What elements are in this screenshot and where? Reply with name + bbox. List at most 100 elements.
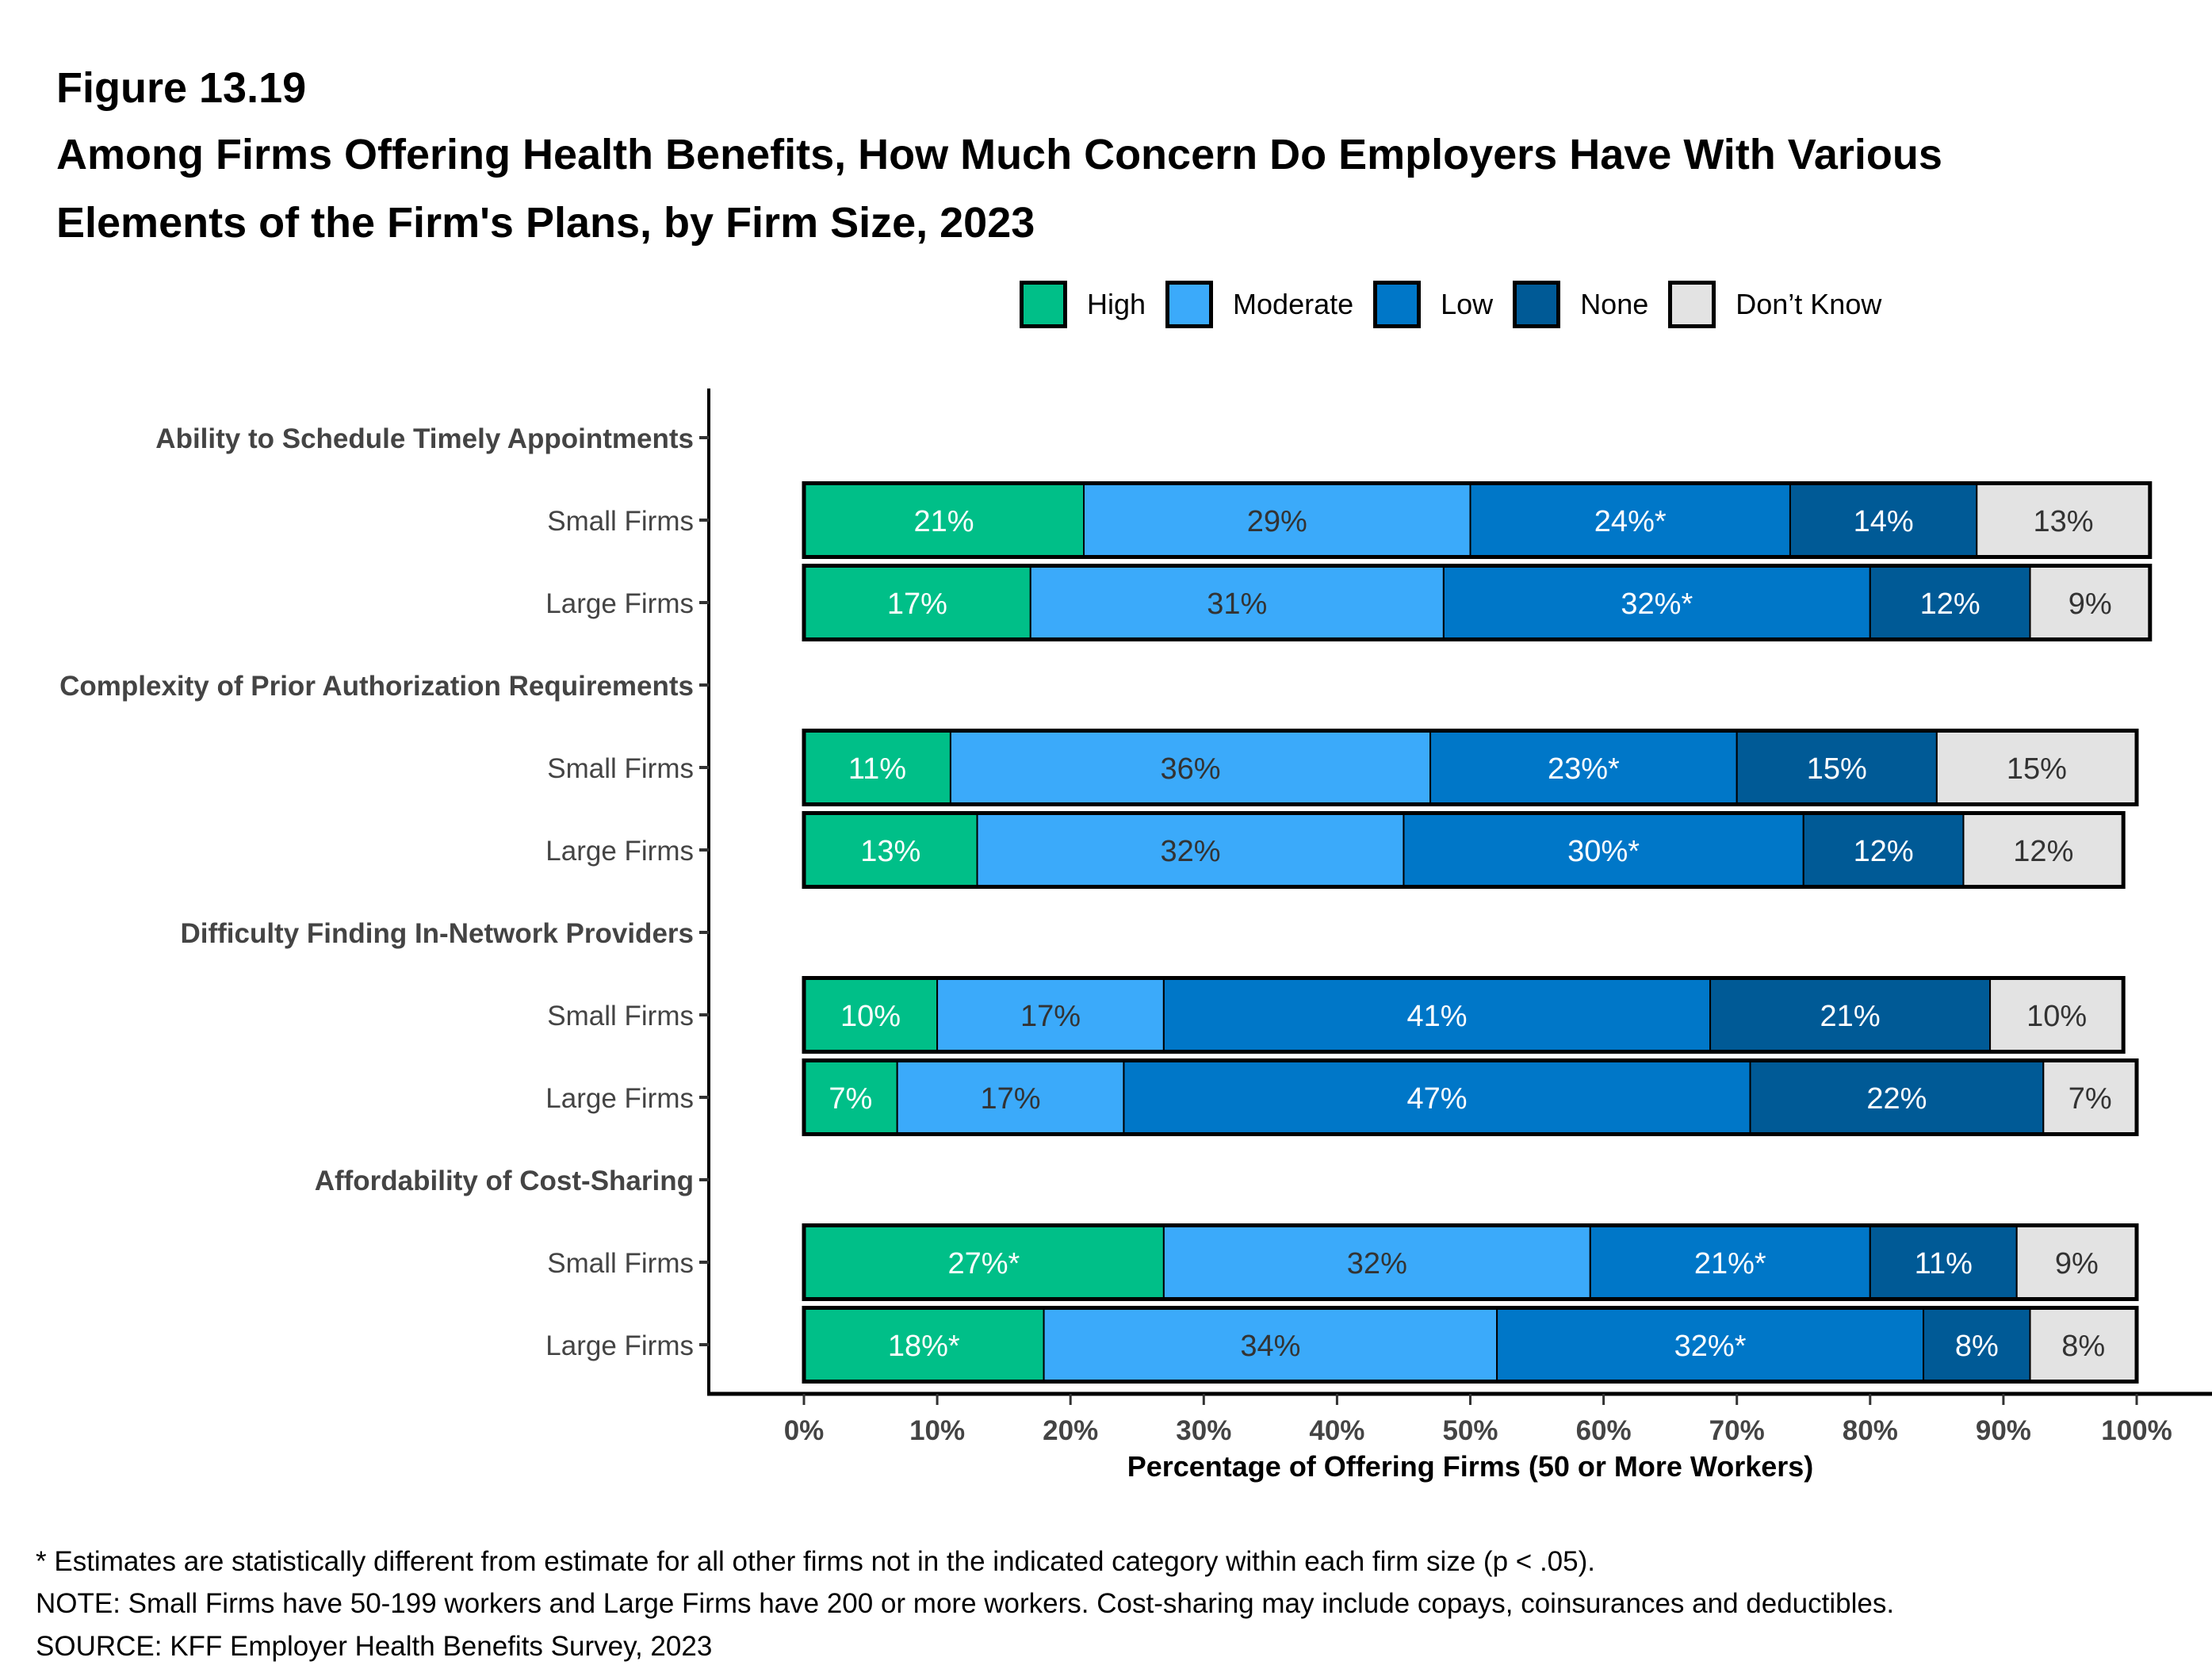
data-label: 12% [1920, 588, 1980, 621]
bar-segment-low [1469, 482, 1791, 558]
legend-item-low: Low [1373, 281, 1493, 328]
x-tick-label: 0% [784, 1415, 825, 1446]
data-label: 11% [848, 752, 906, 786]
category-label: Complexity of Prior Authorization Requir… [59, 671, 694, 702]
x-tick-label: 10% [909, 1415, 965, 1446]
data-label: 8% [2061, 1330, 2105, 1363]
bar-segment-low [1403, 812, 1804, 888]
legend-item-moderate: Moderate [1165, 281, 1353, 328]
data-label: 10% [840, 1000, 901, 1033]
data-label: 47% [1406, 1082, 1467, 1116]
x-tick-label: 50% [1442, 1415, 1498, 1446]
bar-outline [802, 1058, 2139, 1136]
data-label: 12% [2013, 835, 2073, 868]
data-label: 13% [2034, 505, 2094, 538]
bar-segment-moderate [1029, 565, 1445, 641]
bar-segment-high [803, 977, 939, 1053]
bar-segment-moderate [936, 977, 1165, 1053]
data-label: 24%* [1594, 505, 1667, 538]
bar-segment-none [1789, 482, 1978, 558]
bar-outline [802, 811, 2126, 889]
category-label: Affordability of Cost-Sharing [315, 1166, 694, 1196]
data-label: 27%* [948, 1247, 1020, 1280]
data-label: 15% [1807, 752, 1867, 786]
x-tick-label: 80% [1843, 1415, 1898, 1446]
data-label: 30%* [1567, 835, 1640, 868]
data-label: 11% [1915, 1247, 1973, 1280]
data-label: 18%* [888, 1330, 960, 1363]
data-label: 32%* [1621, 588, 1693, 621]
bar-segment-don-t-know [1976, 482, 2151, 558]
bar-segment-low [1589, 1224, 1871, 1300]
bar-outline [802, 729, 2139, 806]
data-label: 7% [829, 1082, 872, 1116]
firm-size-label: Small Firms [547, 1248, 694, 1279]
bar-segment-none [1923, 1307, 2031, 1383]
bar-segment-don-t-know [2042, 1059, 2138, 1135]
legend-label-none: None [1580, 288, 1649, 320]
x-tick-label: 20% [1043, 1415, 1098, 1446]
data-label: 21%* [1694, 1247, 1766, 1280]
bar-segment-none [1802, 812, 1965, 888]
bar-segment-moderate [976, 812, 1405, 888]
data-label: 17% [887, 588, 947, 621]
legend-item-high: High [1020, 281, 1146, 328]
legend-label-moderate: Moderate [1233, 288, 1354, 320]
bar-segment-moderate [1083, 482, 1471, 558]
firm-size-label: Large Firms [545, 1083, 694, 1114]
category-label: Difficulty Finding In-Network Providers [180, 918, 694, 949]
chart-title-line-1: Among Firms Offering Health Benefits, Ho… [56, 131, 1942, 178]
legend-item-none: None [1513, 281, 1648, 328]
data-label: 23%* [1548, 752, 1620, 786]
data-label: 15% [2007, 752, 2067, 786]
data-label: 8% [1955, 1330, 1999, 1363]
data-label: 21% [913, 505, 974, 538]
bar-segment-high [803, 1224, 1165, 1300]
data-label: 10% [2026, 1000, 2087, 1033]
x-tick-label: 70% [1709, 1415, 1765, 1446]
footnote-source: SOURCE: KFF Employer Health Benefits Sur… [36, 1631, 713, 1662]
firm-size-label: Small Firms [547, 506, 694, 537]
data-label: 31% [1207, 588, 1267, 621]
data-label: 7% [2068, 1082, 2112, 1116]
x-tick-label: 30% [1176, 1415, 1231, 1446]
data-label: 36% [1160, 752, 1220, 786]
legend-swatch-none [1513, 281, 1561, 328]
legend-item-dont-know: Don’t Know [1668, 281, 1881, 328]
x-axis-title: Percentage of Offering Firms (50 or More… [1127, 1450, 1814, 1483]
firm-size-label: Large Firms [545, 1330, 694, 1361]
footnote-significance: * Estimates are statistically different … [36, 1546, 1595, 1577]
data-label: 32% [1160, 835, 1220, 868]
data-label: 17% [981, 1082, 1041, 1116]
legend-swatch-moderate [1165, 281, 1214, 328]
bar-segment-high [803, 482, 1085, 558]
data-label: 29% [1247, 505, 1307, 538]
bar-outline [802, 1306, 2139, 1384]
data-label: 34% [1240, 1330, 1300, 1363]
data-label: 9% [2068, 588, 2112, 621]
bar-segment-low [1123, 1059, 1751, 1135]
data-label: 12% [1854, 835, 1914, 868]
footnote-note: NOTE: Small Firms have 50-199 workers an… [36, 1588, 1895, 1619]
firm-size-label: Small Firms [547, 753, 694, 784]
bar-segment-low [1496, 1307, 1925, 1383]
category-label: Ability to Schedule Timely Appointments [155, 423, 694, 454]
chart-title-line-2: Elements of the Firm's Plans, by Firm Si… [56, 199, 1035, 247]
legend: High Moderate Low None Don’t Know [1020, 278, 1901, 331]
data-label: 41% [1406, 1000, 1467, 1033]
firm-size-label: Large Firms [545, 588, 694, 619]
data-label: 17% [1020, 1000, 1081, 1033]
x-tick-label: 60% [1576, 1415, 1632, 1446]
data-label: 9% [2055, 1247, 2099, 1280]
bar-segment-low [1442, 565, 1871, 641]
bar-segment-low [1429, 729, 1738, 806]
x-tick-label: 40% [1309, 1415, 1364, 1446]
figure-number: Figure 13.19 [56, 64, 307, 112]
bar-outline [802, 976, 2126, 1054]
data-label: 32% [1347, 1247, 1407, 1280]
data-label: 21% [1820, 1000, 1881, 1033]
bar-segment-none [1869, 565, 2031, 641]
legend-label-high: High [1087, 288, 1146, 320]
data-label: 32%* [1674, 1330, 1747, 1363]
